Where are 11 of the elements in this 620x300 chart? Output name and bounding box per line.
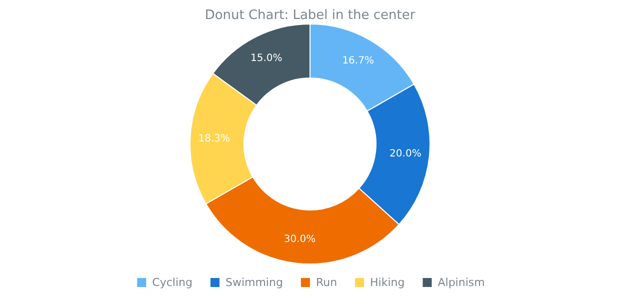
legend-label: Swimming <box>225 276 283 289</box>
data-label: 16.7% <box>342 55 374 66</box>
data-label: 15.0% <box>250 52 282 64</box>
chart-title: Donut Chart: Label in the center <box>204 8 416 23</box>
legend-label: Alpinism <box>438 276 485 289</box>
data-label: 20.0% <box>390 148 422 160</box>
legend-label: Cycling <box>152 276 192 289</box>
legend-label: Hiking <box>370 276 405 289</box>
data-label: 18.3% <box>198 133 230 144</box>
legend-label: Run <box>316 276 338 289</box>
data-label: 30.0% <box>284 234 316 245</box>
